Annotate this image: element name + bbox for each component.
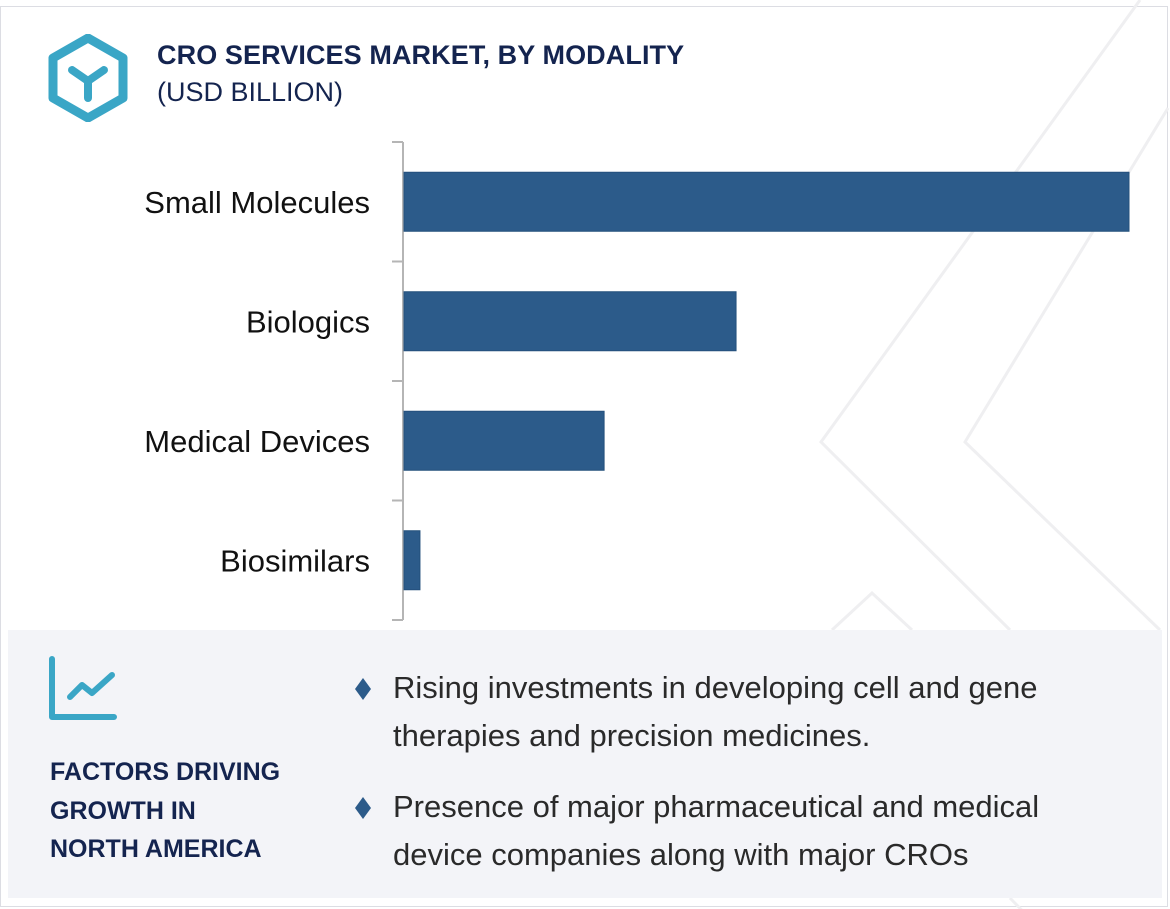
bar-biologics (403, 291, 737, 352)
factors-heading-line: FACTORS DRIVING (50, 758, 281, 786)
category-label: Medical Devices (144, 424, 370, 459)
category-label: Biosimilars (220, 543, 370, 578)
factors-heading: FACTORS DRIVING GROWTH IN NORTH AMERICA (50, 753, 280, 869)
chart-subtitle: (USD BILLION) (157, 77, 344, 107)
bar-medical-devices (403, 410, 605, 471)
chart-title: CRO SERVICES MARKET, BY MODALITY (157, 40, 685, 70)
category-label: Biologics (246, 304, 370, 339)
factors-heading-line: NORTH AMERICA (50, 835, 262, 863)
factors-heading-line: GROWTH IN (50, 796, 196, 825)
category-label: Small Molecules (144, 185, 370, 220)
bar-biosimilars (403, 530, 421, 591)
diamond-bullet-icon (355, 678, 371, 700)
hexagon-y-logo-icon (48, 34, 128, 122)
chevron-line (819, 0, 1142, 632)
factor-bullet-line: Presence of major pharmaceutical and med… (393, 789, 1040, 824)
bar-chart: Small Molecules Biologics Medical Devices B… (144, 141, 1130, 621)
factor-bullet-line: Rising investments in developing cell an… (393, 670, 1038, 705)
diamond-bullet-icon (355, 797, 371, 819)
factors-panel (8, 630, 1162, 898)
factor-bullet: Presence of major pharmaceutical and med… (355, 783, 1145, 879)
chevron-line (830, 590, 914, 632)
bar-small-molecules (403, 171, 1130, 232)
chevron-line (1008, 896, 1023, 909)
factor-bullet: Rising investments in developing cell an… (355, 664, 1145, 760)
trend-chart-icon (49, 656, 117, 720)
factor-bullet-line: therapies and precision medicines. (393, 718, 871, 753)
factor-bullet-line: device companies along with major CROs (393, 837, 969, 872)
